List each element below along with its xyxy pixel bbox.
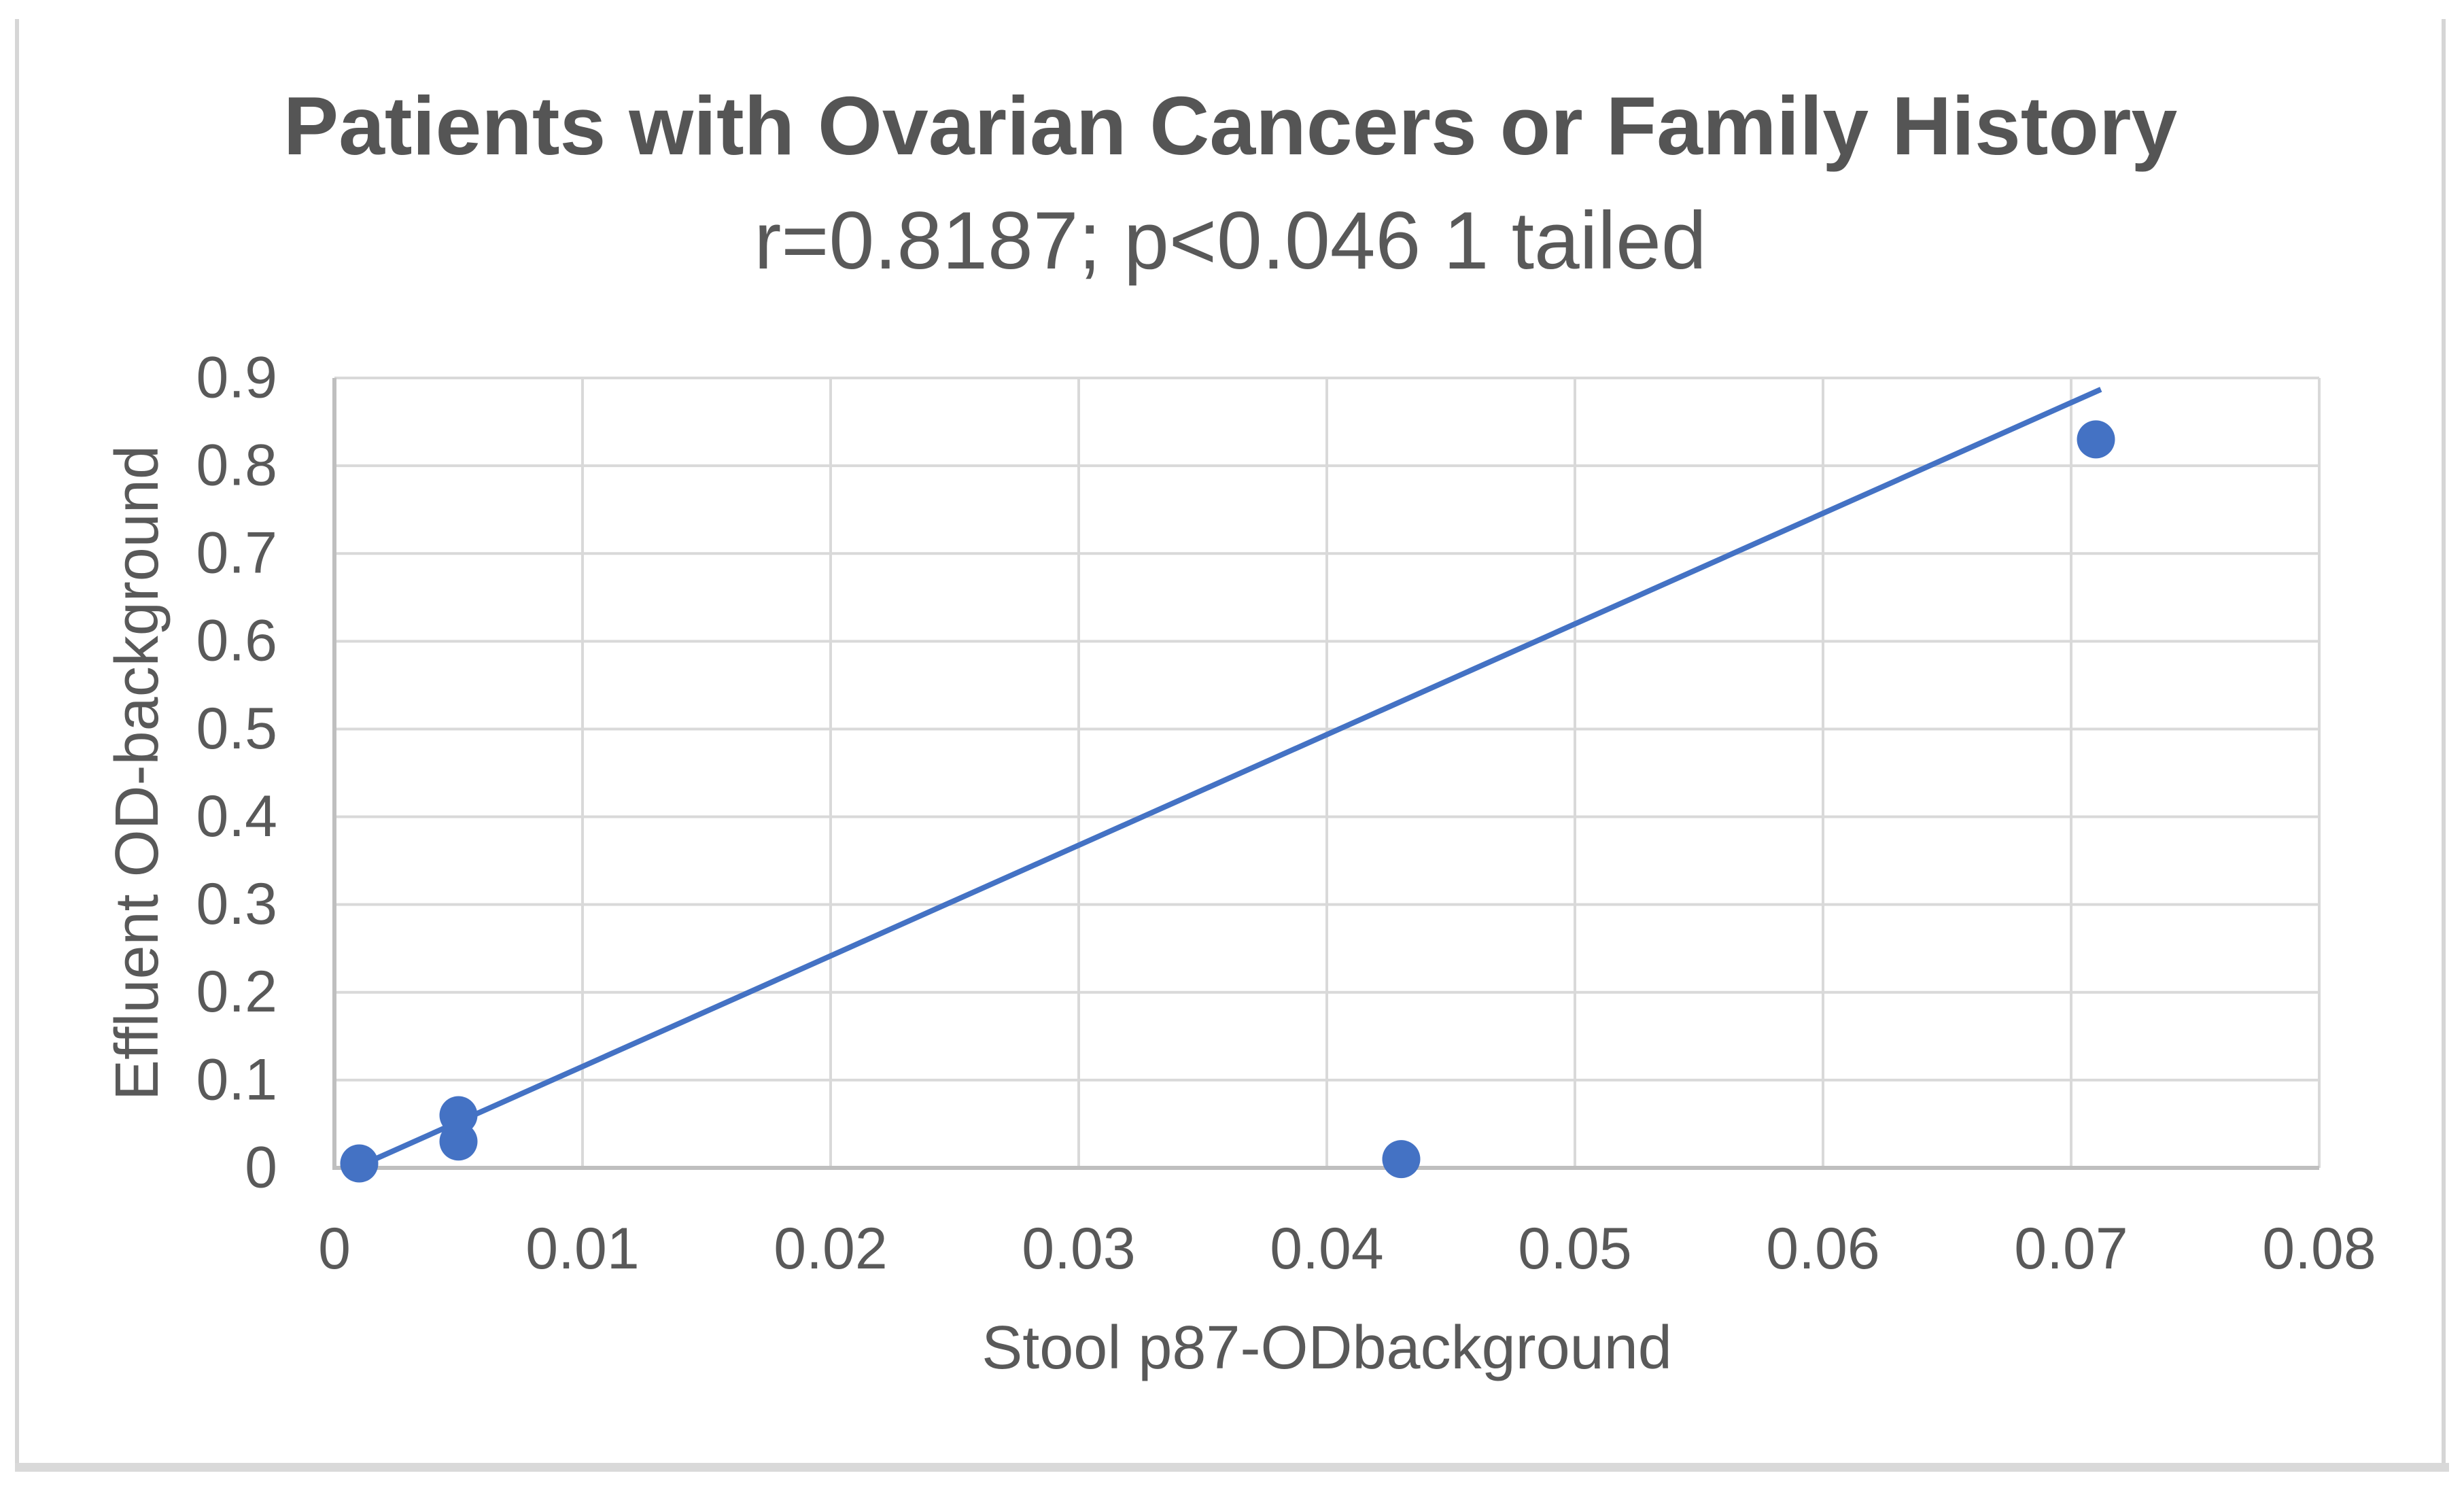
- x-tick-label: 0.02: [774, 1216, 887, 1281]
- page-border-bottom: [15, 1463, 2449, 1472]
- data-point: [439, 1096, 478, 1135]
- y-tick-label: 0: [245, 1135, 277, 1200]
- data-point: [439, 1122, 478, 1161]
- axis-lines: [332, 378, 2319, 1170]
- y-axis-tick-labels: 0 0.1 0.2 0.3 0.4 0.5 0.6 0.7 0.8 0.9: [196, 345, 277, 1200]
- x-tick-label: 0.07: [2014, 1216, 2128, 1281]
- y-tick-label: 0.5: [196, 696, 277, 761]
- x-tick-label: 0.06: [1766, 1216, 1879, 1281]
- y-tick-label: 0.7: [196, 521, 277, 586]
- x-axis-tick-labels: 0 0.01 0.02 0.03 0.04 0.05 0.06 0.07 0.08: [318, 1216, 2376, 1281]
- x-tick-label: 0.08: [2262, 1216, 2376, 1281]
- x-tick-label: 0.04: [1270, 1216, 1383, 1281]
- x-axis-title: Stool p87-ODbackground: [982, 1314, 1672, 1382]
- trendline: [358, 387, 2102, 1169]
- data-point: [1382, 1140, 1421, 1179]
- x-tick-label: 0.01: [525, 1216, 639, 1281]
- page-border-right: [2442, 19, 2446, 1466]
- y-tick-label: 0.2: [196, 959, 277, 1024]
- chart-subtitle: r=0.8187; p<0.046 1 tailed: [754, 195, 1706, 286]
- gridlines: [333, 377, 2321, 1169]
- y-tick-label: 0.3: [196, 871, 277, 937]
- y-tick-label: 0.4: [196, 784, 277, 849]
- y-tick-label: 0.1: [196, 1047, 277, 1112]
- y-tick-label: 0.8: [196, 432, 277, 498]
- x-tick-label: 0: [318, 1216, 351, 1281]
- y-tick-label: 0.6: [196, 608, 277, 674]
- y-tick-label: 0.9: [196, 345, 277, 410]
- x-tick-label: 0.03: [1022, 1216, 1135, 1281]
- chart-title: Patients with Ovarian Cancers or Family …: [283, 80, 2178, 172]
- data-points: [340, 420, 2115, 1183]
- data-point: [340, 1144, 379, 1183]
- y-axis-title: Effluent OD-background: [103, 445, 171, 1101]
- page-border-left: [15, 19, 19, 1470]
- x-tick-label: 0.05: [1518, 1216, 1631, 1281]
- data-point: [2077, 420, 2115, 459]
